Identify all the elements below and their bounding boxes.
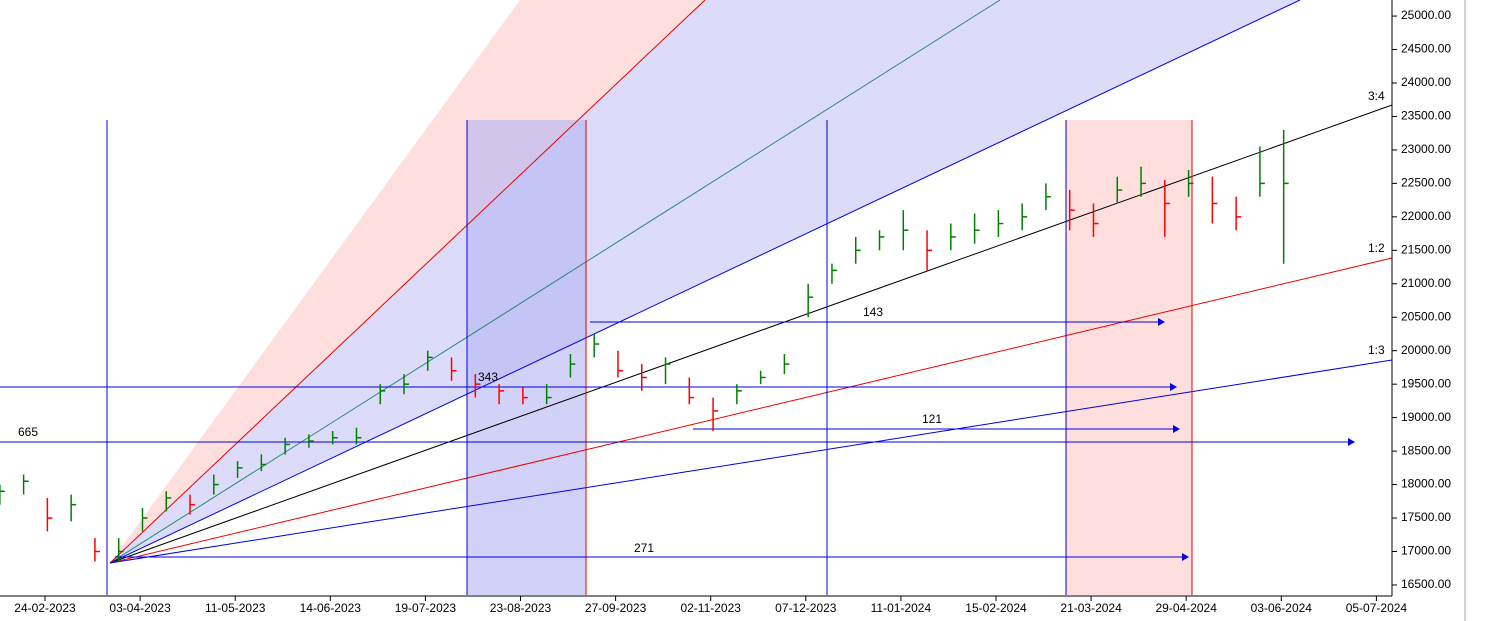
y-tick-label: 21000.00 — [1401, 276, 1451, 290]
y-tick-label: 23500.00 — [1401, 109, 1451, 123]
arrow-head — [1182, 553, 1189, 561]
y-tick-label: 17000.00 — [1401, 544, 1451, 558]
axis-panel — [1392, 0, 1494, 621]
measure-label: 121 — [922, 412, 942, 426]
drawings: 3:4 1:2 1:3 143 343 121 665 271 — [0, 0, 1393, 595]
x-tick-label: 05-07-2024 — [1346, 601, 1408, 615]
fan-line — [109, 0, 706, 564]
y-tick-label: 19000.00 — [1401, 410, 1451, 424]
x-tick-label: 15-02-2024 — [965, 601, 1027, 615]
arrow-head — [1348, 438, 1355, 446]
fan-ratio: 3:4 — [1368, 89, 1385, 103]
x-tick-label: 11-01-2024 — [871, 601, 932, 615]
y-tick-label: 18500.00 — [1401, 443, 1451, 457]
time-zone — [467, 120, 586, 595]
x-tick-label: 02-11-2023 — [680, 601, 741, 615]
x-tick-label: 11-05-2023 — [205, 601, 266, 615]
y-tick-label: 17500.00 — [1401, 510, 1451, 524]
y-tick-label: 25000.00 — [1401, 8, 1451, 22]
arrow-heads — [1158, 318, 1355, 561]
y-tick-label: 21500.00 — [1401, 242, 1451, 256]
y-tick-label: 20000.00 — [1401, 343, 1451, 357]
x-tick-label: 24-02-2023 — [14, 601, 76, 615]
arrow-head — [1170, 383, 1177, 391]
x-tick-label: 29-04-2024 — [1156, 601, 1218, 615]
y-tick-label: 24000.00 — [1401, 75, 1451, 89]
y-tick-label: 22000.00 — [1401, 209, 1451, 223]
x-tick-label: 23-08-2023 — [490, 601, 552, 615]
measure-label: 343 — [478, 370, 498, 384]
x-tick-label: 14-06-2023 — [300, 601, 362, 615]
x-tick-label: 03-04-2023 — [109, 601, 171, 615]
x-tick-label: 21-03-2024 — [1060, 601, 1122, 615]
fan-line — [109, 104, 1393, 564]
fan-line — [109, 257, 1393, 564]
measure-label: 271 — [634, 541, 654, 555]
axis-panel — [0, 596, 1392, 621]
fan-ratio: 1:2 — [1368, 241, 1385, 255]
x-tick-label: 27-09-2023 — [585, 601, 647, 615]
x-tick-label: 03-06-2024 — [1251, 601, 1313, 615]
x-tick-label: 07-12-2023 — [775, 601, 837, 615]
y-tick-label: 18000.00 — [1401, 477, 1451, 491]
y-tick-label: 23000.00 — [1401, 142, 1451, 156]
fan-line — [109, 0, 1301, 564]
fan-line — [109, 0, 1001, 564]
y-tick-label: 16500.00 — [1401, 577, 1451, 591]
arrow-head — [1173, 425, 1180, 433]
measure-label: 143 — [863, 305, 883, 319]
x-tick-label: 19-07-2023 — [395, 601, 457, 615]
measure-arrows — [0, 321, 1348, 558]
y-tick-label: 19500.00 — [1401, 376, 1451, 390]
time-zone — [1066, 120, 1192, 595]
fan-line — [109, 359, 1393, 564]
y-tick-label: 22500.00 — [1401, 176, 1451, 190]
measure-label: 665 — [18, 425, 38, 439]
y-tick-label: 20500.00 — [1401, 309, 1451, 323]
fan-ratio: 1:3 — [1368, 343, 1385, 357]
y-tick-label: 24500.00 — [1401, 42, 1451, 56]
arrow-head — [1158, 318, 1165, 326]
